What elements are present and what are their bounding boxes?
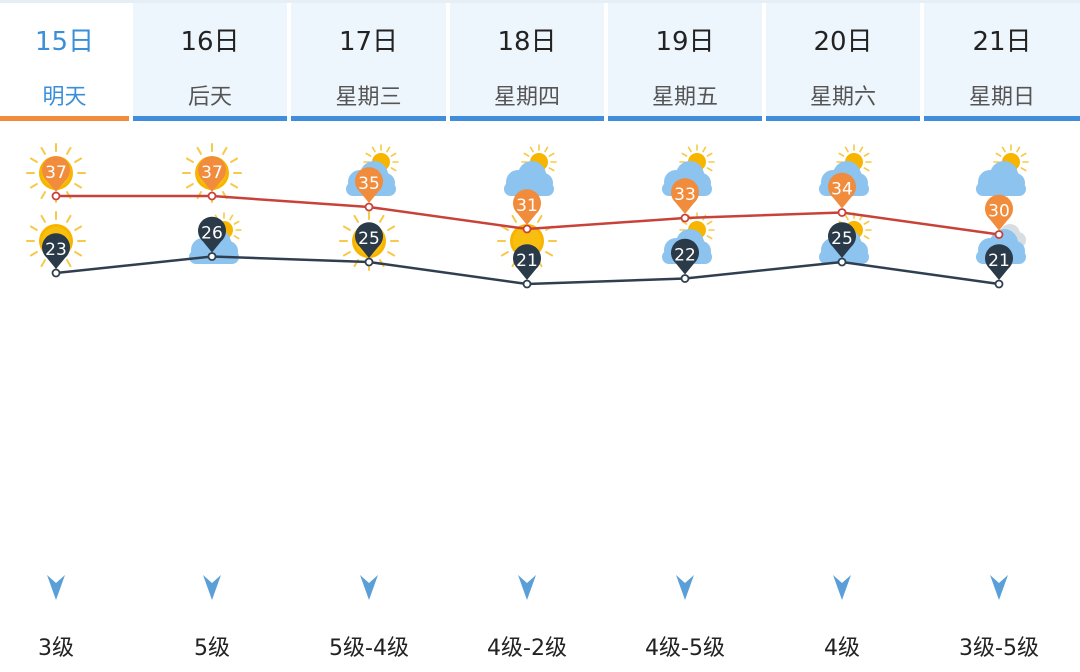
wind-level-label: 4级-5级 xyxy=(645,636,725,661)
tab-date: 16日 xyxy=(180,27,240,57)
wind-direction-icon xyxy=(36,566,76,606)
tab-dayname: 明天 xyxy=(42,85,87,110)
temperature-chart: 37 37 35 31 33 34 30 23 26 25 21 22 25 21 xyxy=(41,156,1013,289)
tab-underline xyxy=(450,116,604,121)
high-temp-pin-label: 35 xyxy=(358,174,380,194)
high-temp-pin-label: 37 xyxy=(45,163,67,183)
low-temp-point xyxy=(522,279,532,289)
high-temp-pin: 34 xyxy=(828,172,856,209)
low-temp-pin: 21 xyxy=(985,244,1013,280)
tab-date: 21日 xyxy=(972,27,1032,57)
low-temp-point xyxy=(364,257,374,267)
tab-underline xyxy=(0,116,129,121)
tab-day-3[interactable]: 17日 星期三 xyxy=(291,3,446,121)
tab-day-2[interactable]: 16日 后天 xyxy=(133,3,287,121)
tab-dayname: 星期三 xyxy=(335,85,402,110)
wind-direction-icon xyxy=(979,566,1019,606)
tab-date: 20日 xyxy=(813,27,873,57)
high-temp-pin: 35 xyxy=(355,167,383,203)
high-temp-pin: 31 xyxy=(513,189,541,225)
high-temp-point xyxy=(994,230,1004,239)
tab-underline xyxy=(924,116,1080,121)
tab-date: 15日 xyxy=(34,27,95,57)
high-temp-pin-label: 31 xyxy=(516,196,538,216)
tab-dayname: 星期日 xyxy=(968,85,1035,110)
low-temp-point xyxy=(207,252,217,261)
tab-dayname: 后天 xyxy=(187,85,232,110)
tab-date: 19日 xyxy=(655,27,715,57)
tab-underline xyxy=(766,116,920,121)
partly-cloudy-icon xyxy=(496,142,558,204)
tab-underline xyxy=(133,116,287,121)
tab-date: 17日 xyxy=(338,27,399,57)
low-temp-point xyxy=(51,268,61,278)
low-temp-pin-label: 22 xyxy=(674,246,696,266)
partly-cloudy-icon xyxy=(968,142,1030,204)
high-temp-pin-label: 33 xyxy=(674,185,696,205)
low-temp-point xyxy=(994,279,1004,289)
high-temp-point xyxy=(522,224,532,234)
high-temp-pin-label: 37 xyxy=(201,163,223,183)
tab-day-7[interactable]: 21日 星期日 xyxy=(924,3,1080,121)
wind-direction-icon xyxy=(665,566,705,606)
low-temp-pin: 25 xyxy=(355,222,383,258)
wind-level-label: 4级-2级 xyxy=(487,636,567,661)
day-tabs: 15日 明天 16日 后天 17日 星期三 18日 星期四 19日 星期五 20… xyxy=(0,3,1080,121)
tab-dayname: 星期四 xyxy=(493,85,560,110)
low-temp-pin-label: 21 xyxy=(516,251,538,271)
low-temp-pin-label: 21 xyxy=(988,251,1010,271)
low-temp-pin-label: 25 xyxy=(831,229,853,249)
high-temp-pin: 37 xyxy=(198,156,227,192)
high-temp-pin-label: 30 xyxy=(988,202,1010,222)
low-temp-pin-label: 25 xyxy=(358,229,380,249)
tab-day-5[interactable]: 19日 星期五 xyxy=(608,3,762,121)
low-temp-pin: 22 xyxy=(671,238,699,275)
low-temp-pin: 23 xyxy=(41,233,70,269)
top-divider xyxy=(0,0,1080,3)
low-temp-pin-label: 26 xyxy=(201,224,223,244)
wind-direction-icon xyxy=(192,566,232,606)
high-temp-point xyxy=(837,208,847,217)
low-temp-pin: 21 xyxy=(513,244,541,280)
low-temp-pin-label: 23 xyxy=(45,240,67,260)
wind-direction-icon xyxy=(822,566,862,606)
high-temp-point xyxy=(680,213,690,223)
tab-dayname: 星期五 xyxy=(651,85,718,110)
high-temp-pin: 33 xyxy=(671,178,699,214)
high-temp-point xyxy=(51,191,61,201)
wind-direction-icon xyxy=(349,566,389,606)
tab-dayname: 星期六 xyxy=(809,85,876,110)
tab-day-4[interactable]: 18日 星期四 xyxy=(450,3,604,121)
low-temp-pin: 25 xyxy=(828,222,856,258)
low-temp-point xyxy=(837,257,847,267)
tab-underline xyxy=(291,116,446,121)
wind-level-label: 5级-4级 xyxy=(329,636,409,661)
wind-level-label: 3级 xyxy=(38,636,74,661)
high-temp-point xyxy=(207,191,217,201)
tab-underline xyxy=(608,116,762,121)
high-temp-pin: 37 xyxy=(41,156,70,192)
low-temp-pin: 26 xyxy=(198,216,227,253)
low-temp-point xyxy=(680,274,690,283)
high-temp-pin-label: 34 xyxy=(831,180,853,200)
high-temp-pin: 30 xyxy=(985,194,1013,231)
wind-level-label: 3级-5级 xyxy=(959,636,1039,661)
wind-level-label: 4级 xyxy=(824,636,860,661)
wind-direction-icon xyxy=(507,566,547,606)
wind-level-label: 5级 xyxy=(194,636,230,661)
tab-day-6[interactable]: 20日 星期六 xyxy=(766,3,920,121)
tab-date: 18日 xyxy=(497,27,557,57)
tab-day-1[interactable]: 15日 明天 xyxy=(0,3,129,121)
high-temp-point xyxy=(364,202,374,212)
